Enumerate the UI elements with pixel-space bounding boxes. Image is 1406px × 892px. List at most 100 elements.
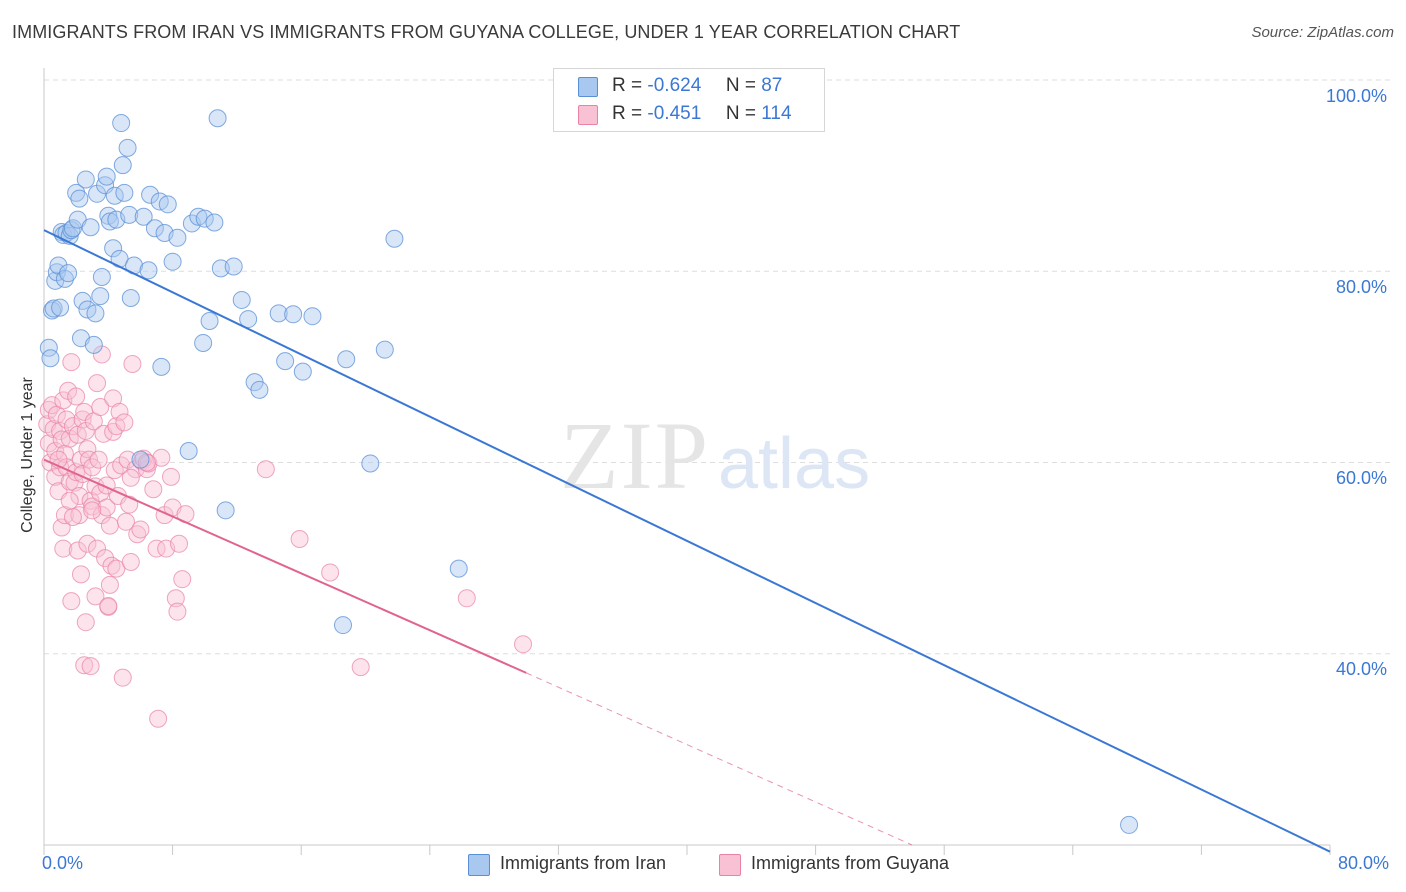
iran-point: [120, 205, 139, 224]
guyana-point: [100, 516, 119, 535]
iran-point: [92, 267, 111, 286]
guyana-point: [168, 602, 187, 621]
guyana-point: [173, 570, 192, 589]
iran-point: [121, 289, 140, 308]
iran-point: [134, 207, 153, 226]
guyana-point: [321, 563, 340, 582]
guyana-point: [78, 534, 97, 553]
iran-point: [449, 559, 468, 578]
guyana-point: [81, 657, 100, 676]
y-tick-label-100: 100.0%: [1326, 86, 1388, 106]
y-axis-title: College, Under 1 year: [19, 377, 36, 533]
guyana-point: [99, 596, 118, 615]
guyana-point: [102, 556, 121, 575]
bottom-legend-swatch-iran: [468, 854, 490, 876]
iran-point: [208, 109, 227, 128]
guyana-point: [83, 501, 102, 520]
guyana-point: [62, 353, 81, 372]
guyana-point: [110, 402, 129, 421]
iran-point: [194, 333, 213, 352]
guyana-point: [131, 520, 150, 539]
legend-swatch-guyana: [578, 105, 598, 125]
guyana-point: [514, 635, 533, 654]
iran-point: [41, 349, 60, 368]
bottom-legend-guyana-label: Immigrants from Guyana: [751, 853, 950, 873]
watermark: ZIP atlas: [560, 402, 870, 509]
iran-point: [63, 219, 82, 238]
iran-point: [276, 352, 295, 371]
guyana-point: [166, 589, 185, 608]
guyana-point: [121, 552, 140, 571]
iran-point: [84, 335, 103, 354]
guyana-trendline: [43, 458, 527, 674]
guyana-point: [100, 575, 119, 594]
legend-iran-r-label: R =: [612, 75, 643, 96]
iran-point: [232, 290, 251, 309]
guyana-point: [121, 468, 140, 487]
iran-point: [205, 213, 224, 232]
guyana-point: [71, 565, 90, 584]
iran-point: [224, 257, 243, 276]
legend-guyana-r-label: R =: [612, 103, 643, 124]
guyana-point: [256, 460, 275, 479]
iran-point: [361, 454, 380, 473]
guyana-point: [144, 480, 163, 499]
iran-point: [81, 218, 100, 237]
guyana-point: [86, 587, 105, 606]
iran-point: [337, 350, 356, 369]
iran-point: [115, 183, 134, 202]
iran-point: [91, 287, 110, 306]
guyana-point: [170, 534, 189, 553]
chart-source: Source: ZipAtlas.com: [1251, 24, 1394, 41]
iran-point: [385, 229, 404, 248]
guyana-point: [96, 549, 115, 568]
y-tick-label-80: 80.0%: [1336, 277, 1388, 297]
iran-point: [73, 291, 92, 310]
iran-point: [250, 380, 269, 399]
iran-point: [131, 450, 150, 469]
guyana-point: [89, 450, 108, 469]
iran-point: [70, 189, 89, 208]
guyana-point: [62, 592, 81, 611]
iran-point: [141, 185, 160, 204]
trendlines: [43, 229, 1331, 853]
iran-point: [51, 298, 70, 317]
iran-point: [333, 616, 352, 635]
guyana-point: [60, 491, 79, 510]
guyana-point: [97, 498, 116, 517]
x-tick-label-max: 80.0%: [1338, 853, 1390, 873]
guyana-point: [149, 709, 168, 728]
guyana-point: [152, 448, 171, 467]
legend-guyana-n-label: N =: [725, 103, 756, 124]
iran-point: [216, 501, 235, 520]
iran-point: [152, 357, 171, 376]
guyana-point: [123, 355, 142, 374]
watermark-zip: ZIP: [560, 402, 710, 509]
iran-trendline: [43, 229, 1331, 853]
guyana-point: [128, 525, 147, 544]
iran-point: [284, 305, 303, 324]
iran-point: [158, 195, 177, 214]
iran-point: [86, 304, 105, 323]
bottom-legend-iran-label: Immigrants from Iran: [500, 853, 667, 873]
guyana-point: [68, 541, 87, 560]
iran-point: [168, 228, 187, 247]
guyana-point: [120, 495, 139, 514]
iran-point: [104, 239, 123, 258]
guyana-point: [88, 374, 107, 393]
legend-swatch-iran: [578, 77, 598, 97]
iran-point: [59, 264, 78, 283]
guyana-point: [83, 458, 102, 477]
guyana-point: [67, 387, 86, 406]
guyana-point: [161, 467, 180, 486]
iran-point: [145, 219, 164, 238]
iran-point: [163, 252, 182, 271]
watermark-atlas: atlas: [718, 424, 870, 504]
guyana-trendline-extension: [526, 672, 913, 846]
guyana-point: [115, 413, 134, 432]
gridlines: [44, 79, 1392, 655]
iran-point: [1120, 815, 1139, 834]
guyana-point: [351, 658, 370, 677]
iran-point: [179, 442, 198, 461]
